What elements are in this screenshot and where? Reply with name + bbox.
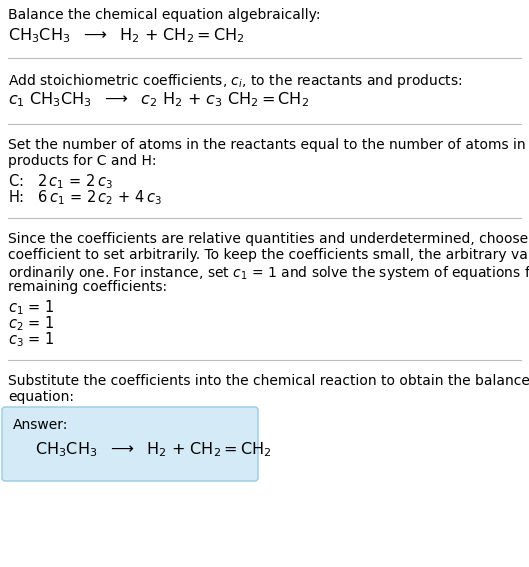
FancyBboxPatch shape: [2, 407, 258, 481]
Text: remaining coefficients:: remaining coefficients:: [8, 280, 167, 294]
Text: $c_1$ $\mathregular{CH_3CH_3}$  $\longrightarrow$  $c_2$ $\mathregular{H_2}$ + $: $c_1$ $\mathregular{CH_3CH_3}$ $\longrig…: [8, 90, 309, 109]
Text: products for C and H:: products for C and H:: [8, 154, 157, 168]
Text: C:   $2\,c_1$ = $2\,c_3$: C: $2\,c_1$ = $2\,c_3$: [8, 172, 113, 191]
Text: coefficient to set arbitrarily. To keep the coefficients small, the arbitrary va: coefficient to set arbitrarily. To keep …: [8, 248, 529, 262]
Text: H:   $6\,c_1$ = $2\,c_2$ + $4\,c_3$: H: $6\,c_1$ = $2\,c_2$ + $4\,c_3$: [8, 188, 162, 207]
Text: Answer:: Answer:: [13, 418, 68, 432]
Text: $\mathregular{CH_3CH_3}$  $\longrightarrow$  $\mathregular{H_2}$ + $\mathregular: $\mathregular{CH_3CH_3}$ $\longrightarro…: [35, 440, 271, 459]
Text: $c_3$ = 1: $c_3$ = 1: [8, 330, 54, 349]
Text: Set the number of atoms in the reactants equal to the number of atoms in the: Set the number of atoms in the reactants…: [8, 138, 529, 152]
Text: Add stoichiometric coefficients, $c_i$, to the reactants and products:: Add stoichiometric coefficients, $c_i$, …: [8, 72, 463, 90]
Text: ordinarily one. For instance, set $c_1$ = 1 and solve the system of equations fo: ordinarily one. For instance, set $c_1$ …: [8, 264, 529, 282]
Text: equation:: equation:: [8, 390, 74, 404]
Text: Substitute the coefficients into the chemical reaction to obtain the balanced: Substitute the coefficients into the che…: [8, 374, 529, 388]
Text: $c_1$ = 1: $c_1$ = 1: [8, 298, 54, 317]
Text: Balance the chemical equation algebraically:: Balance the chemical equation algebraica…: [8, 8, 321, 22]
Text: $\mathregular{CH_3CH_3}$  $\longrightarrow$  $\mathregular{H_2}$ + $\mathregular: $\mathregular{CH_3CH_3}$ $\longrightarro…: [8, 26, 244, 45]
Text: Since the coefficients are relative quantities and underdetermined, choose a: Since the coefficients are relative quan…: [8, 232, 529, 246]
Text: $c_2$ = 1: $c_2$ = 1: [8, 314, 54, 333]
